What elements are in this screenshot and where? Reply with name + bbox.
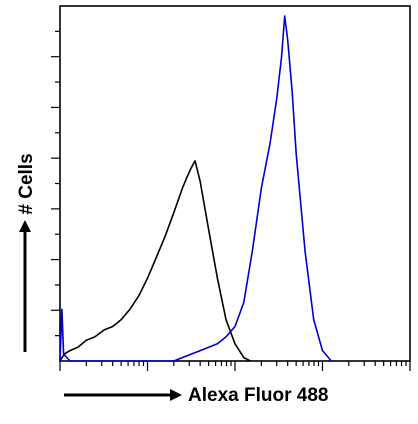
y-axis-ticks [51, 30, 60, 337]
series-line-1 [59, 160, 251, 362]
x-axis-label: Alexa Fluor 488 [188, 385, 328, 406]
plot-border [59, 5, 411, 362]
plot-frame [59, 5, 411, 362]
y-axis-arrowhead [19, 220, 31, 232]
y-axis-label: # Cells [16, 153, 37, 214]
x-axis-ticks [59, 361, 411, 371]
series-line-2 [59, 15, 332, 362]
x-axis-arrowhead [170, 389, 182, 401]
y-axis-label-group: # Cells [16, 153, 37, 352]
series-layer [59, 15, 332, 362]
x-axis-label-group: Alexa Fluor 488 [64, 385, 328, 406]
